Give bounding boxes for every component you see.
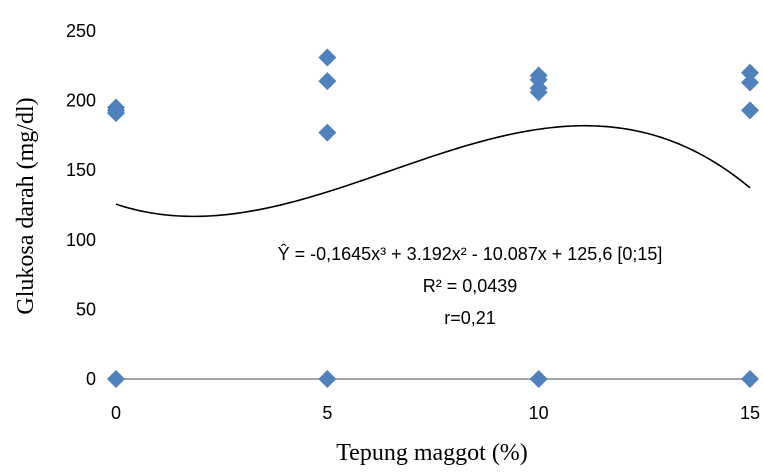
y-axis-title: Glukosa darah (mg/dl) [13, 97, 39, 314]
trendline [115, 124, 751, 218]
data-point [741, 370, 759, 388]
r-annotation: r=0,21 [444, 308, 496, 328]
y-tick-label: 200 [66, 91, 96, 111]
r-squared-annotation: R² = 0,0439 [423, 276, 518, 296]
x-axis-title: Tepung maggot (%) [336, 440, 528, 466]
data-point [318, 48, 337, 67]
x-tick-label: 5 [322, 403, 332, 423]
data-point [741, 73, 759, 92]
data-point [318, 370, 337, 388]
data-point [107, 370, 125, 388]
data-point [741, 101, 759, 120]
y-tick-label: 100 [66, 230, 96, 250]
x-tick-label: 10 [529, 403, 549, 423]
equation-annotation: Ŷ = -0,1645x³ + 3.192x² - 10.087x + 125,… [278, 244, 663, 264]
y-tick-label: 0 [86, 369, 96, 389]
y-tick-label: 150 [66, 160, 96, 180]
x-tick-label: 15 [740, 403, 760, 423]
data-point [529, 370, 548, 388]
y-tick-label: 50 [76, 299, 96, 319]
x-tick-label: 0 [111, 403, 121, 423]
data-point [318, 72, 337, 91]
data-point [107, 104, 125, 123]
data-point [529, 83, 548, 102]
y-tick-label: 250 [66, 21, 96, 41]
data-point [741, 63, 759, 82]
data-point [318, 123, 337, 142]
